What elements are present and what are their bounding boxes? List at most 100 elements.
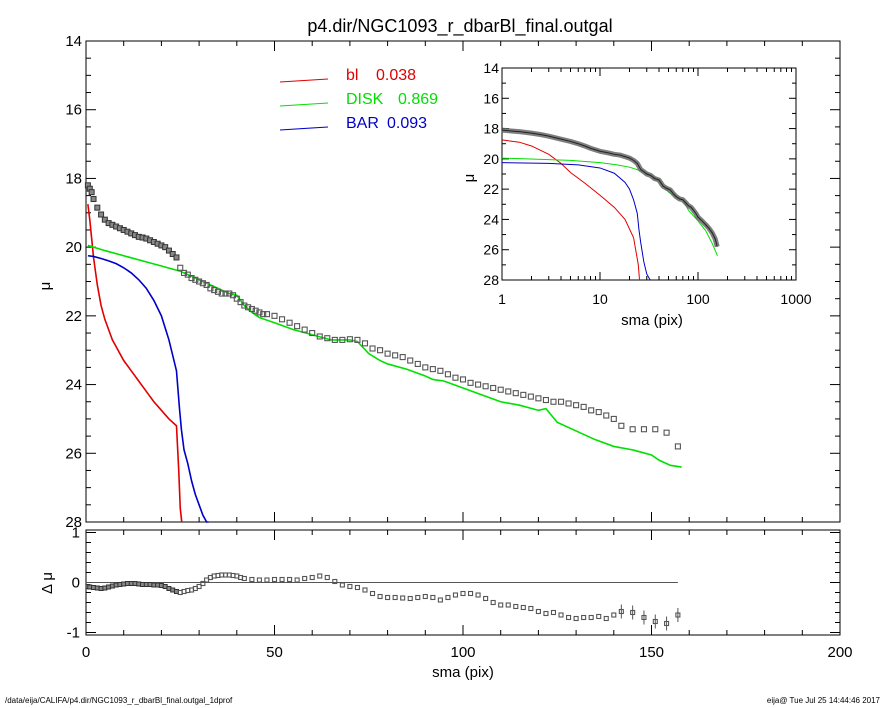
resid-y-tick-label: -1 bbox=[67, 625, 80, 642]
observed-point bbox=[663, 429, 670, 436]
observed-point bbox=[595, 409, 602, 416]
observed-point bbox=[218, 290, 225, 297]
residual-point bbox=[490, 599, 496, 606]
residual-point bbox=[528, 605, 534, 612]
resid-y-tick-label: 1 bbox=[72, 525, 80, 542]
residual-point bbox=[362, 587, 368, 593]
observed-point bbox=[169, 251, 176, 258]
main-y-axis-label: μ bbox=[37, 282, 54, 291]
observed-point bbox=[354, 336, 361, 343]
residual-point bbox=[302, 575, 308, 582]
inset-y-tick-label: 16 bbox=[483, 90, 499, 106]
x-axis-label: sma (pix) bbox=[432, 664, 494, 681]
residual-point bbox=[249, 576, 255, 583]
observed-point bbox=[452, 374, 459, 381]
observed-point bbox=[588, 407, 595, 414]
residual-point bbox=[196, 583, 202, 590]
main-y-tick-label: 20 bbox=[65, 239, 82, 256]
observed-point bbox=[237, 299, 244, 306]
residual-point bbox=[317, 573, 323, 579]
observed-point bbox=[520, 391, 527, 398]
observed-point bbox=[497, 386, 504, 393]
main-y-tick-label: 16 bbox=[65, 102, 82, 119]
observed-point bbox=[346, 336, 353, 343]
main-y-tick-label: 18 bbox=[65, 170, 82, 187]
main-y-tick-label: 24 bbox=[65, 377, 82, 394]
residual-point bbox=[377, 593, 383, 600]
observed-point bbox=[177, 264, 184, 271]
observed-point bbox=[88, 189, 95, 196]
observed-point bbox=[580, 403, 587, 410]
observed-point bbox=[203, 281, 210, 288]
resid-y-tick-label: 0 bbox=[72, 575, 80, 592]
residual-point bbox=[498, 602, 504, 608]
observed-point bbox=[196, 278, 203, 285]
observed-point bbox=[309, 329, 316, 337]
residual-y-axis-label: Δ μ bbox=[39, 572, 56, 594]
observed-point bbox=[211, 287, 218, 294]
residual-point bbox=[430, 594, 436, 601]
residual-point bbox=[664, 620, 670, 627]
observed-point bbox=[263, 311, 271, 318]
observed-point bbox=[392, 352, 399, 359]
inset-y-tick-label: 24 bbox=[483, 211, 499, 227]
footer-left: /data/eija/CALIFA/p4.dir/NGC1093_r_dbarB… bbox=[5, 696, 233, 705]
observed-point bbox=[618, 422, 625, 429]
observed-point bbox=[652, 426, 659, 433]
series-line-bl bbox=[87, 204, 183, 523]
residual-point bbox=[675, 612, 681, 618]
observed-point bbox=[207, 285, 214, 292]
observed-point bbox=[339, 336, 346, 343]
residual-point bbox=[415, 594, 421, 601]
legend-label-bl: bl bbox=[346, 67, 358, 84]
main-y-tick-label: 26 bbox=[65, 445, 82, 462]
observed-point bbox=[165, 247, 172, 254]
residual-point bbox=[256, 577, 262, 583]
residual-point bbox=[588, 614, 594, 621]
observed-point bbox=[245, 304, 252, 311]
residual-point bbox=[467, 590, 474, 597]
observed-point bbox=[505, 388, 512, 395]
observed-point bbox=[90, 196, 97, 203]
legend-label-disk: DISK bbox=[346, 91, 384, 108]
residual-point bbox=[279, 576, 285, 583]
observed-point bbox=[475, 381, 482, 388]
residual-point bbox=[452, 592, 459, 598]
observed-point bbox=[512, 390, 519, 397]
observed-point bbox=[192, 276, 199, 283]
residual-point bbox=[422, 593, 428, 600]
observed-point bbox=[444, 371, 451, 378]
residual-point bbox=[324, 574, 330, 581]
observed-point bbox=[422, 364, 429, 371]
inset-observed-line bbox=[501, 129, 718, 247]
observed-point bbox=[214, 288, 221, 295]
residual-point bbox=[200, 580, 206, 587]
observed-point bbox=[188, 275, 195, 282]
residual-point bbox=[603, 615, 609, 622]
observed-point bbox=[241, 302, 248, 309]
residual-point bbox=[460, 590, 466, 597]
observed-point bbox=[467, 379, 474, 386]
observed-point bbox=[482, 383, 489, 390]
residual-point bbox=[558, 612, 564, 618]
residual-point bbox=[535, 608, 541, 615]
residual-point bbox=[294, 577, 300, 583]
observed-point bbox=[233, 295, 240, 302]
residual-point bbox=[392, 594, 398, 601]
inset-axis-ticks: 14 16 18 20 22 24 26 28 1 10 100 1000 bbox=[483, 60, 811, 307]
x-tick-label: 0 bbox=[82, 644, 90, 661]
observed-point bbox=[361, 340, 369, 347]
residual-point bbox=[309, 574, 315, 581]
inset-x-tick-label: 1000 bbox=[780, 291, 811, 307]
inset-x-tick-label: 1 bbox=[498, 291, 506, 307]
inset-y-tick-label: 18 bbox=[483, 121, 499, 137]
observed-data-points bbox=[84, 182, 681, 450]
inset-series-line-bl bbox=[501, 139, 641, 281]
plot-title: p4.dir/NGC1093_r_dbarBl_final.outgal bbox=[307, 16, 612, 37]
observed-point bbox=[271, 312, 278, 319]
x-tick-label: 150 bbox=[639, 644, 664, 661]
inset-x-tick-label: 100 bbox=[686, 291, 710, 307]
residual-point bbox=[611, 612, 617, 618]
residual-point bbox=[264, 577, 270, 583]
observed-point bbox=[162, 244, 169, 251]
